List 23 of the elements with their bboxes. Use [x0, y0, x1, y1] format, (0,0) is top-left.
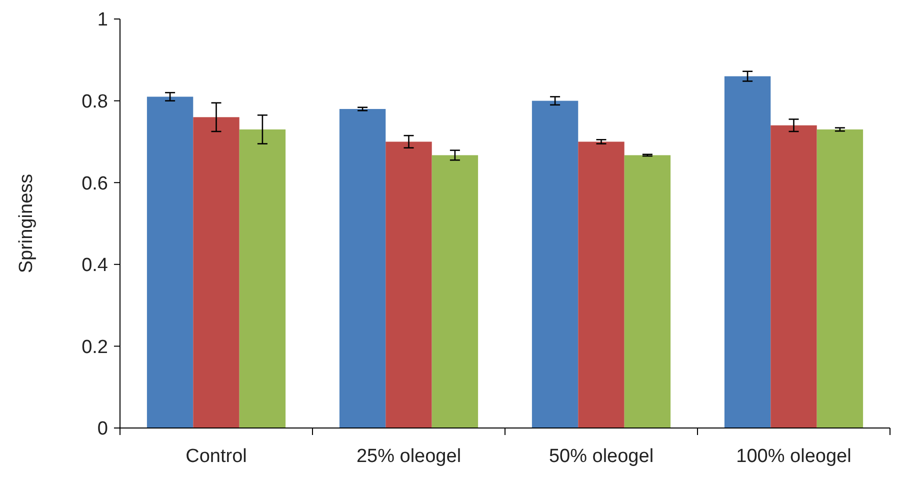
y-tick-label: 0.8: [82, 91, 108, 112]
bar: [239, 129, 286, 428]
bar: [386, 142, 432, 428]
bar: [432, 155, 478, 428]
x-tick-label: 100% oleogel: [736, 446, 852, 467]
y-tick-label: 0.6: [82, 173, 108, 194]
y-axis-title: Springiness: [16, 174, 37, 274]
bar: [532, 100, 578, 428]
y-tick-label: 1: [97, 10, 108, 31]
bar: [578, 142, 624, 428]
bar: [339, 108, 386, 428]
y-tick-label: 0.2: [82, 336, 108, 358]
y-tick-label: 0: [97, 418, 108, 440]
x-tick-label: 25% oleogel: [356, 446, 462, 467]
bar: [146, 96, 194, 428]
bar: [816, 129, 864, 428]
bar: [624, 155, 671, 428]
y-tick-label: 0.4: [82, 255, 108, 276]
x-tick-label: 50% oleogel: [548, 446, 654, 467]
bar: [193, 117, 240, 428]
bar: [770, 125, 817, 428]
bar: [724, 76, 771, 428]
x-tick-label: Control: [186, 446, 247, 467]
